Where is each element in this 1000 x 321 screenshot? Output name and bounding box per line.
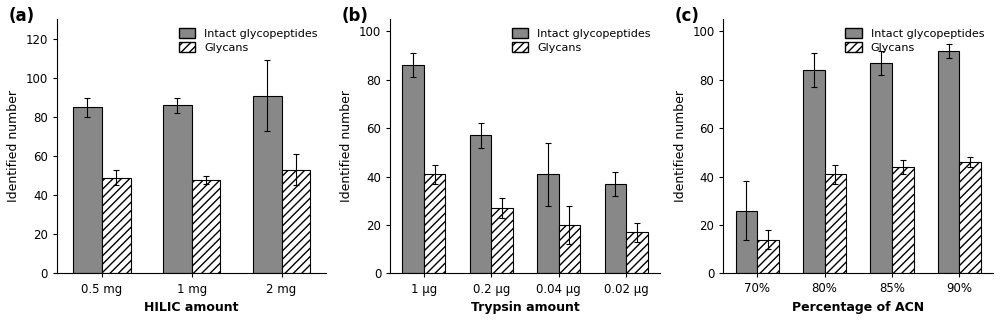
Bar [803, 70, 825, 273]
Legend: Intact glycopeptides, Glycans: Intact glycopeptides, Glycans [508, 25, 654, 56]
X-axis label: HILIC amount: HILIC amount [144, 301, 239, 314]
Bar [736, 211, 757, 273]
Bar [192, 180, 220, 273]
Bar [163, 105, 192, 273]
Bar [253, 96, 282, 273]
Bar [626, 232, 648, 273]
Bar [537, 174, 559, 273]
Bar [402, 65, 424, 273]
Bar [424, 174, 445, 273]
Legend: Intact glycopeptides, Glycans: Intact glycopeptides, Glycans [175, 25, 321, 56]
Bar [605, 184, 626, 273]
Bar [938, 51, 959, 273]
Bar [825, 174, 846, 273]
Bar [559, 225, 580, 273]
Legend: Intact glycopeptides, Glycans: Intact glycopeptides, Glycans [842, 25, 987, 56]
Text: (c): (c) [675, 7, 700, 25]
Bar [491, 208, 513, 273]
Text: (b): (b) [342, 7, 369, 25]
Bar [282, 170, 310, 273]
Y-axis label: Identified number: Identified number [340, 91, 353, 202]
Bar [470, 135, 491, 273]
Bar [959, 162, 981, 273]
Text: (a): (a) [8, 7, 35, 25]
X-axis label: Trypsin amount: Trypsin amount [471, 301, 579, 314]
Bar [73, 107, 102, 273]
Bar [102, 178, 131, 273]
Y-axis label: Identified number: Identified number [674, 91, 687, 202]
Bar [870, 63, 892, 273]
Bar [892, 167, 914, 273]
Bar [757, 239, 779, 273]
Y-axis label: Identified number: Identified number [7, 91, 20, 202]
X-axis label: Percentage of ACN: Percentage of ACN [792, 301, 924, 314]
